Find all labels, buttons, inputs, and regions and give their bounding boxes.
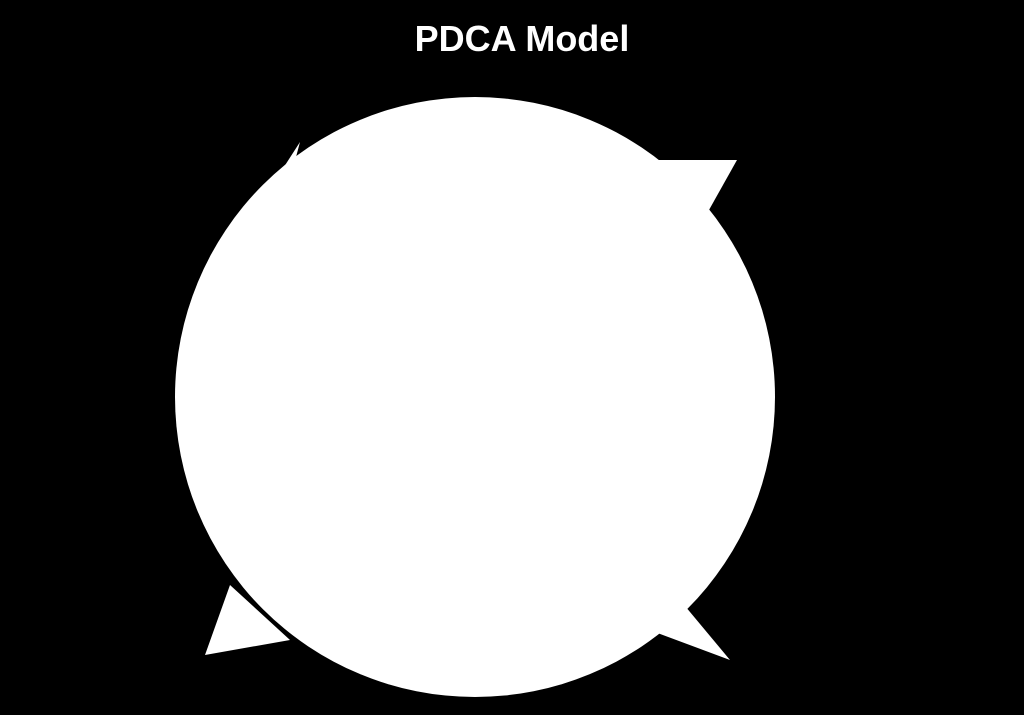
pdca-cycle-graphic [0, 0, 1024, 715]
pdca-diagram-container: PDCA Model [0, 0, 1024, 715]
